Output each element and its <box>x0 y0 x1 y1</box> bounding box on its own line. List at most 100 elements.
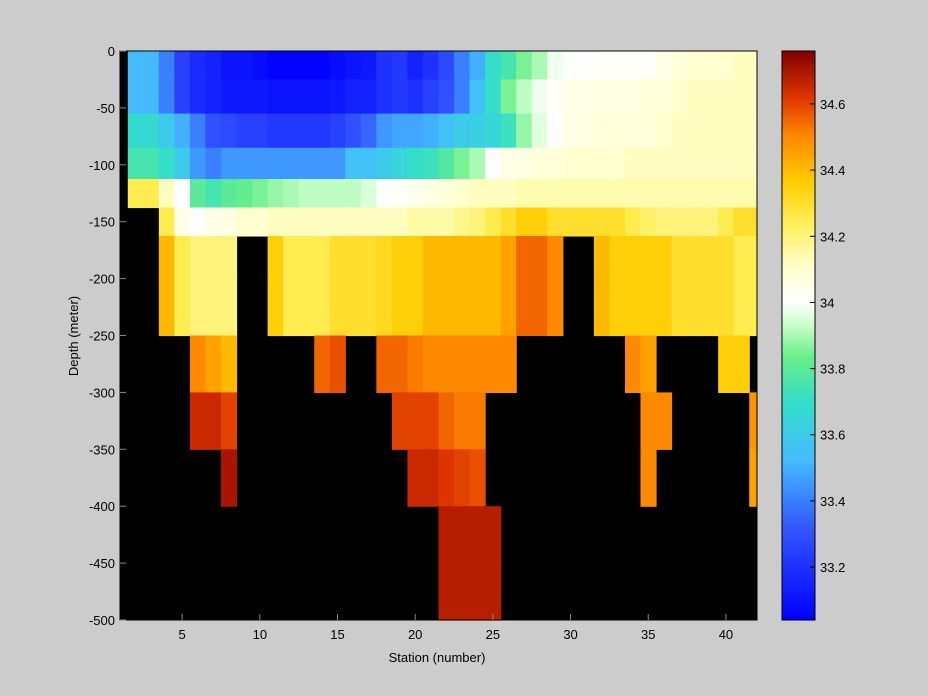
heatmap-cell <box>593 147 611 180</box>
heatmap-cell <box>438 179 455 209</box>
heatmap-cell <box>609 235 626 280</box>
heatmap-cell <box>562 51 579 81</box>
heatmap-cell <box>640 113 657 149</box>
heatmap-cell <box>733 235 750 280</box>
heatmap-cell <box>329 235 346 280</box>
heatmap-cell <box>531 51 548 81</box>
heatmap-cell <box>329 51 346 81</box>
heatmap-cell <box>687 179 704 209</box>
heatmap-cell <box>485 79 502 115</box>
heatmap-cell <box>609 207 626 237</box>
heatmap-cell <box>547 278 564 337</box>
heatmap-cell <box>376 147 393 180</box>
heatmap-cell <box>407 51 424 81</box>
heatmap-cell <box>656 113 673 149</box>
heatmap-cell <box>158 147 175 180</box>
heatmap-plot-area <box>120 51 758 621</box>
heatmap-cell <box>485 235 502 280</box>
heatmap-cell <box>236 207 253 237</box>
heatmap-cell <box>267 179 284 209</box>
heatmap-cell <box>189 179 207 209</box>
heatmap-cell <box>578 207 595 237</box>
heatmap-cell <box>656 278 673 337</box>
y-tick-label: -50 <box>96 101 115 116</box>
heatmap-cell <box>438 51 455 81</box>
heatmap-cell <box>640 392 657 450</box>
heatmap-cell <box>640 207 657 237</box>
heatmap-cell <box>500 335 517 393</box>
heatmap-cell <box>640 449 657 507</box>
heatmap-cell <box>189 235 207 280</box>
heatmap-cell <box>360 179 377 209</box>
heatmap-cell <box>329 335 346 393</box>
heatmap-cell <box>516 235 533 280</box>
heatmap-cell <box>283 278 300 337</box>
heatmap-cell <box>360 51 377 81</box>
heatmap-cell <box>220 278 238 337</box>
heatmap-cell <box>671 147 688 180</box>
heatmap-cell <box>469 207 486 237</box>
heatmap-cell <box>733 179 750 209</box>
heatmap-cell <box>469 392 486 450</box>
heatmap-cell <box>220 449 238 507</box>
heatmap-cell <box>593 207 611 237</box>
heatmap-cell <box>578 147 595 180</box>
heatmap-cell <box>407 392 424 450</box>
heatmap-cell <box>407 235 424 280</box>
heatmap-cell <box>656 207 673 237</box>
heatmap-cell <box>376 235 393 280</box>
heatmap-cell <box>345 79 362 115</box>
heatmap-cell <box>656 392 673 450</box>
heatmap-cell <box>593 113 611 149</box>
heatmap-cell <box>407 179 424 209</box>
heatmap-cell <box>329 147 346 180</box>
x-tick-label: 25 <box>486 627 500 642</box>
heatmap-cell <box>407 113 424 149</box>
y-tick-label: -200 <box>89 272 115 287</box>
heatmap-cell <box>531 207 548 237</box>
heatmap-cell <box>702 235 719 280</box>
heatmap-cell <box>283 113 300 149</box>
heatmap-cell <box>485 207 502 237</box>
heatmap-cell <box>438 392 455 450</box>
heatmap-cell <box>578 79 595 115</box>
heatmap-cell <box>500 179 517 209</box>
heatmap-cell <box>438 335 455 393</box>
heatmap-cell <box>624 51 642 81</box>
heatmap-cell <box>702 147 719 180</box>
heatmap-cell <box>640 179 657 209</box>
heatmap-cell <box>220 235 238 280</box>
heatmap-cell <box>469 563 486 621</box>
heatmap-cell <box>718 147 735 180</box>
heatmap-cell <box>189 113 207 149</box>
colorbar-tick-label: 33.2 <box>820 560 845 575</box>
heatmap-cell <box>298 278 315 337</box>
heatmap-cell <box>500 278 517 337</box>
heatmap-cell <box>733 335 750 393</box>
heatmap-cell <box>422 449 440 507</box>
heatmap-cell <box>422 147 440 180</box>
heatmap-cell <box>702 51 719 81</box>
heatmap-cell <box>143 147 160 180</box>
heatmap-cell <box>329 207 346 237</box>
heatmap-cell <box>174 51 191 81</box>
heatmap-cell <box>267 207 284 237</box>
heatmap-cell <box>174 207 191 237</box>
heatmap-cell <box>158 113 175 149</box>
heatmap-cell <box>298 179 315 209</box>
heatmap-cell <box>267 51 284 81</box>
heatmap-cell <box>376 79 393 115</box>
heatmap-cell <box>283 207 300 237</box>
heatmap-cell <box>702 278 719 337</box>
heatmap-cell <box>391 335 409 393</box>
heatmap-cell <box>174 179 191 209</box>
heatmap-cell <box>391 51 409 81</box>
heatmap-cell <box>158 179 175 209</box>
heatmap-cell <box>298 79 315 115</box>
heatmap-cell <box>283 51 300 81</box>
heatmap-cell <box>454 335 471 393</box>
heatmap-cell <box>733 113 750 149</box>
axes: 5 10 15 20 25 30 35 40 0 -50 -100 -150 -200 -250 -300 -… <box>89 44 758 642</box>
heatmap-cell <box>314 335 331 393</box>
heatmap-cell <box>127 51 144 81</box>
